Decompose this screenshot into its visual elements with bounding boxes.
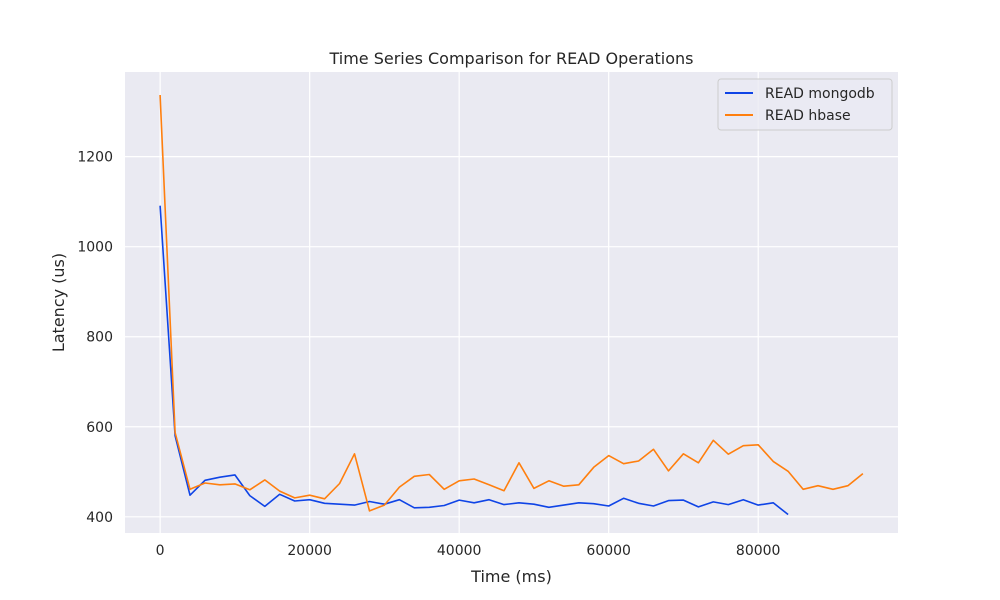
y-axis-label: Latency (us): [49, 253, 68, 352]
legend-label-hbase: READ hbase: [765, 108, 851, 124]
series-line-mongodb: [159, 205, 789, 516]
legend-box: [717, 78, 893, 131]
chart-title: Time Series Comparison for READ Operatio…: [328, 49, 693, 68]
y-tick-label: 1200: [77, 150, 113, 166]
y-tick-label: 800: [86, 330, 113, 346]
x-tick-label: 0: [156, 543, 165, 559]
x-tick-label: 40000: [437, 543, 482, 559]
plot-area: [125, 72, 898, 533]
grid-lines: [125, 72, 898, 533]
y-tick-label: 1000: [77, 240, 113, 256]
y-tick-label: 400: [86, 510, 113, 526]
y-tick-label: 600: [86, 420, 113, 436]
x-axis-label: Time (ms): [470, 567, 552, 586]
series-line-hbase: [159, 94, 864, 512]
y-axis-ticks: 400 600 800 1000 1200: [77, 150, 113, 526]
x-tick-label: 20000: [287, 543, 332, 559]
legend-label-mongodb: READ mongodb: [765, 86, 875, 102]
x-tick-label: 60000: [586, 543, 631, 559]
x-tick-label: 80000: [736, 543, 781, 559]
series-lines: [159, 94, 864, 516]
legend: READ mongodb READ hbase: [717, 78, 893, 131]
x-axis-ticks: 0 20000 40000 60000 80000: [156, 543, 781, 559]
